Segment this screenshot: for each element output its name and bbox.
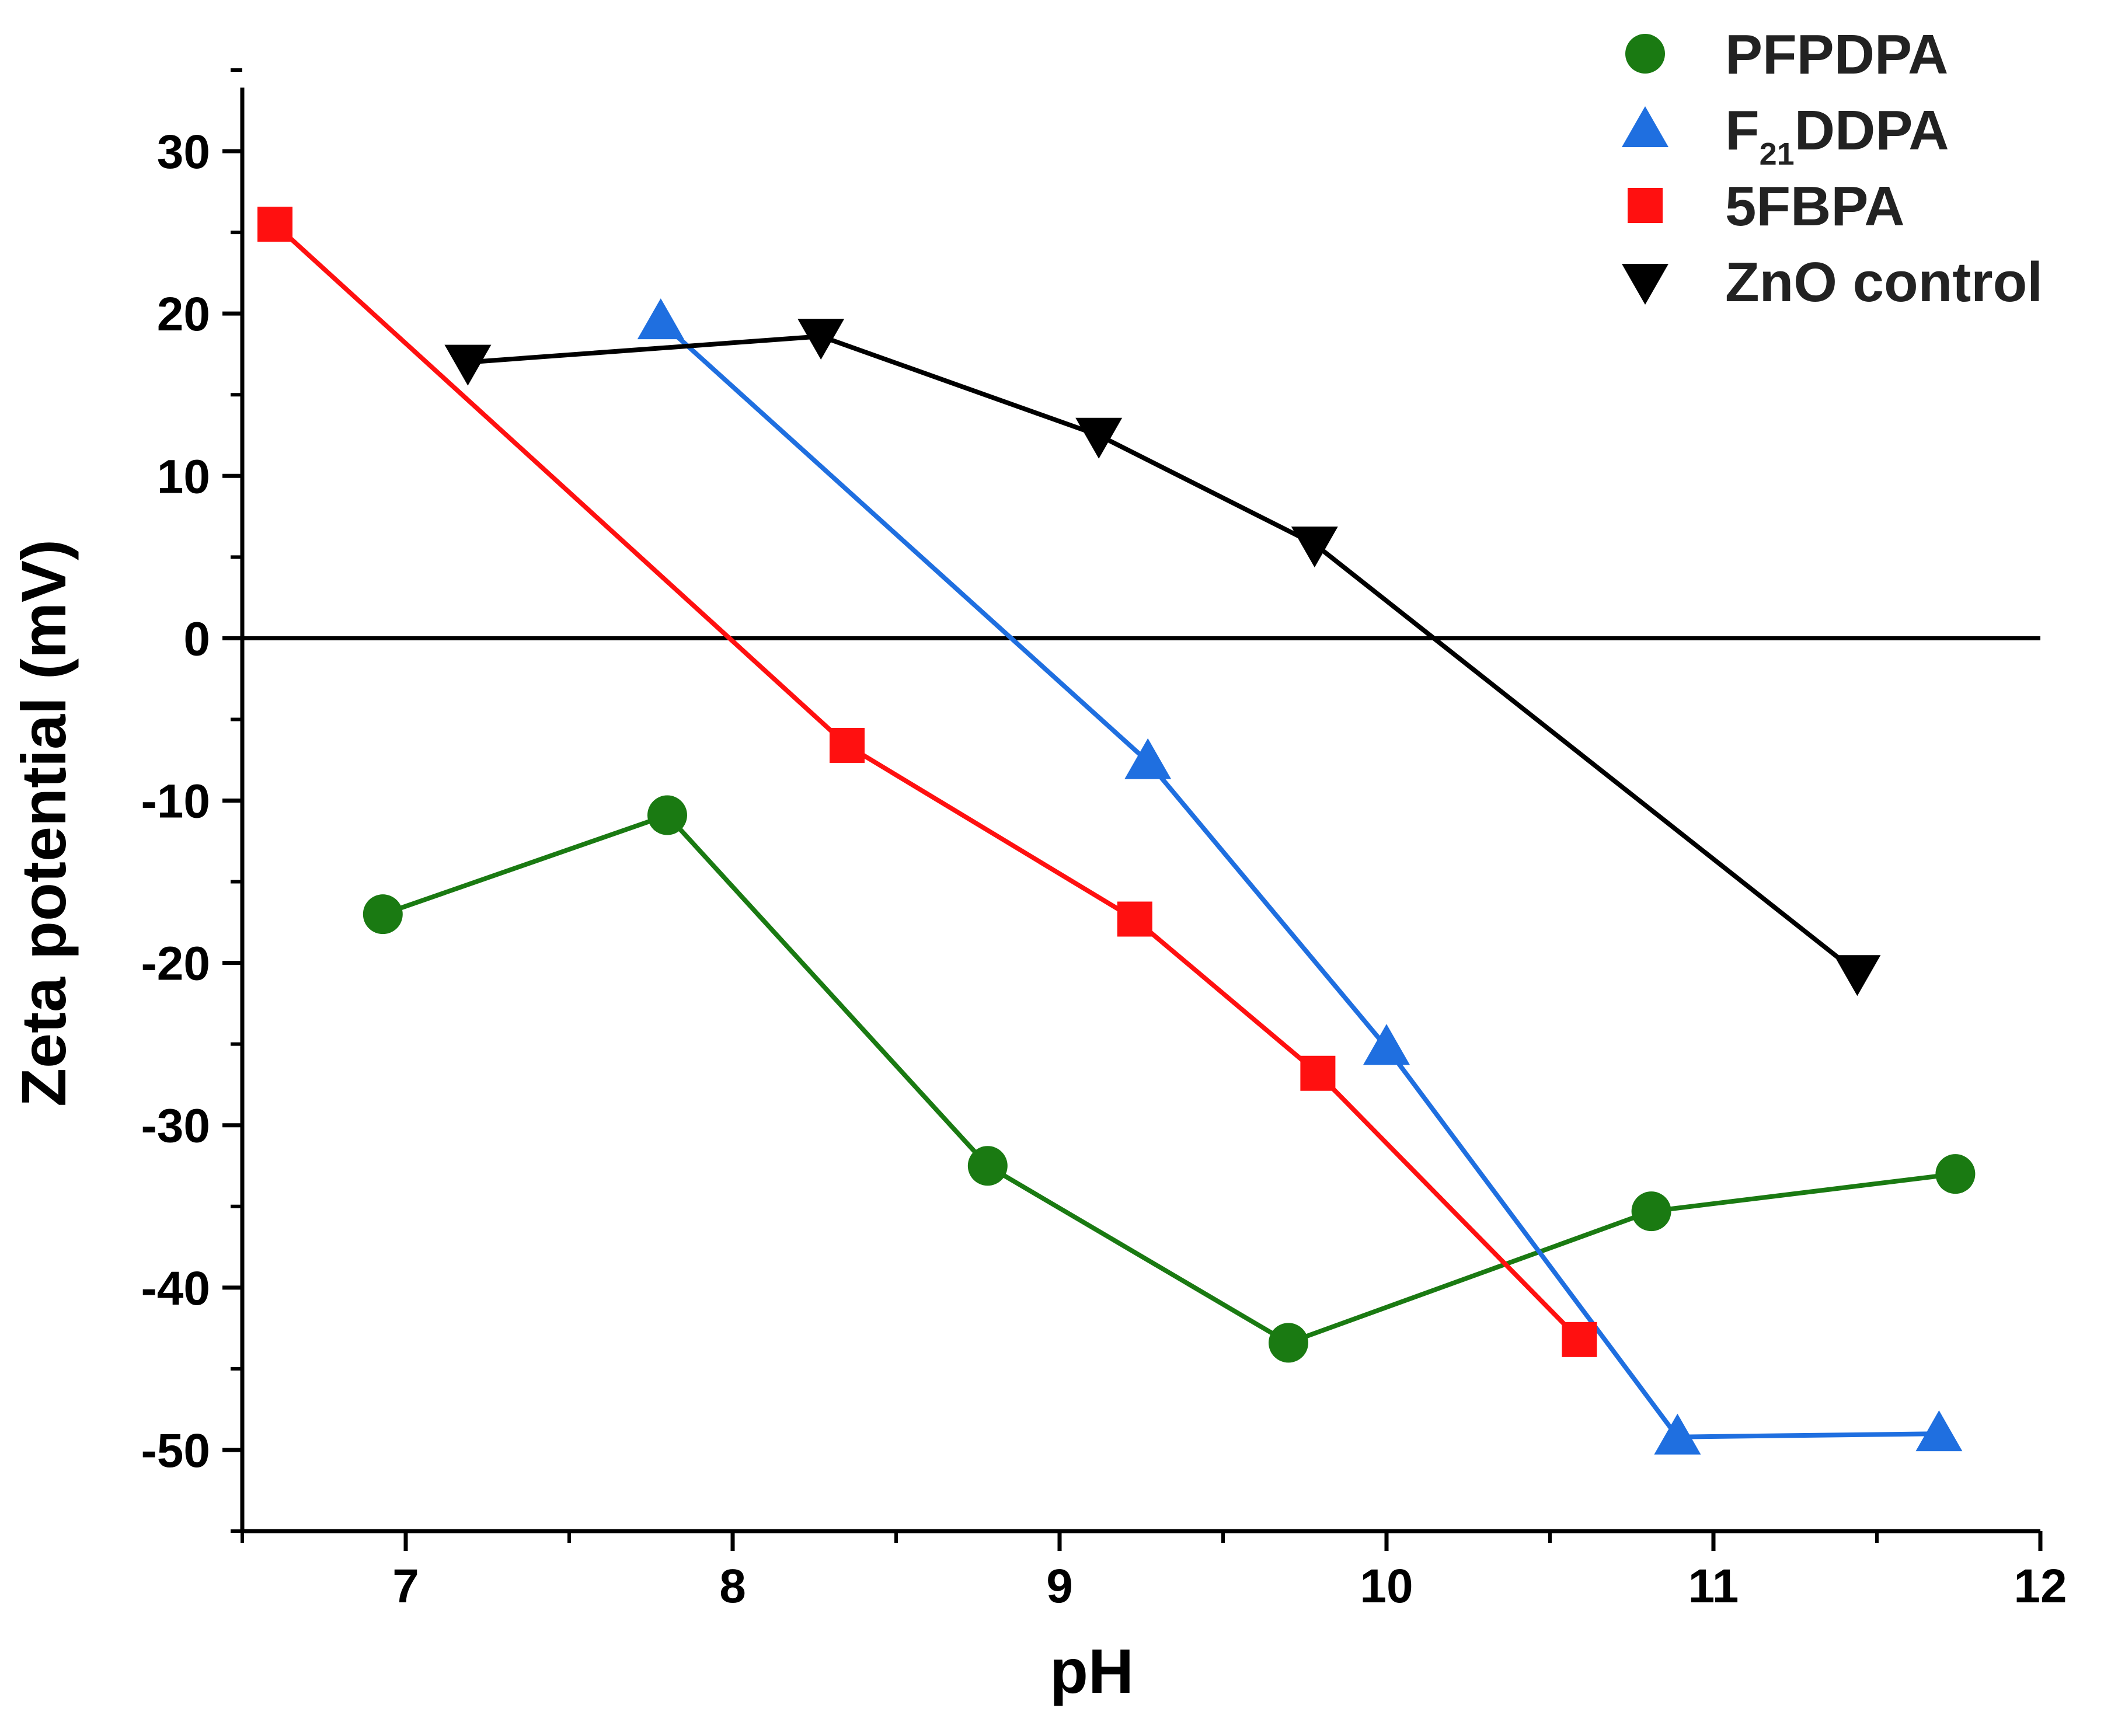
data-point-pfpdpa (363, 894, 403, 935)
y-tick-label: 0 (183, 612, 210, 665)
data-point-pfpdpa (1269, 1323, 1308, 1363)
data-point-zno-control (1291, 527, 1338, 568)
data-point-pfpdpa (1631, 1191, 1671, 1232)
y-tick-label: 20 (157, 288, 210, 341)
data-point-f21ddpa (1124, 738, 1172, 779)
legend-marker-5fbpa (1628, 188, 1663, 223)
data-point-5fbpa (830, 727, 865, 763)
y-tick-label: -30 (141, 1100, 210, 1153)
x-tick-label: 12 (2014, 1560, 2067, 1613)
data-point-pfpdpa (1935, 1154, 1976, 1194)
series-line-5fbpa (273, 222, 1582, 1341)
data-point-f21ddpa (1915, 1410, 1963, 1452)
y-tick-label: 30 (157, 126, 210, 179)
series-line-pfpdpa (382, 813, 1956, 1345)
series-line-f21ddpa (659, 320, 1939, 1439)
legend-label-zno-control: ZnO control (1725, 251, 2043, 313)
data-point-zno-control (797, 319, 845, 360)
data-point-zno-control (444, 344, 492, 386)
data-point-f21ddpa (1363, 1024, 1410, 1065)
y-axis-title: Zeta potential (mV) (8, 539, 79, 1107)
x-tick-label: 10 (1360, 1560, 1413, 1613)
x-tick-label: 7 (392, 1560, 419, 1613)
data-point-pfpdpa (647, 795, 687, 835)
legend-label-pfpdpa: PFPDPA (1725, 23, 1948, 86)
series-pfpdpa (363, 795, 1976, 1363)
legend-marker-zno-control (1622, 264, 1668, 305)
legend-label-5fbpa: 5FBPA (1725, 175, 1905, 238)
data-point-5fbpa (1117, 901, 1152, 937)
x-tick-label: 9 (1046, 1560, 1073, 1613)
data-point-zno-control (1834, 955, 1881, 996)
y-tick-label: 10 (157, 450, 210, 503)
series-group (257, 207, 1976, 1455)
y-tick-label: -50 (141, 1424, 210, 1477)
data-point-5fbpa (257, 207, 292, 242)
x-axis-title: pH (1050, 1636, 1134, 1706)
axes: 7 8 9 10 11 12 30 20 10 0 -10 -20 -30 -40 -50 (141, 68, 2067, 1613)
y-tick-label: -20 (141, 937, 210, 991)
data-point-pfpdpa (967, 1146, 1008, 1186)
data-point-5fbpa (1562, 1322, 1597, 1357)
data-point-f21ddpa (1654, 1413, 1701, 1455)
series-f21ddpa (637, 298, 1963, 1455)
data-point-zno-control (1075, 417, 1123, 459)
data-point-5fbpa (1300, 1055, 1336, 1091)
legend-marker-f21ddpa (1622, 106, 1668, 147)
data-point-f21ddpa (637, 298, 684, 340)
y-tick-label: -40 (141, 1262, 210, 1315)
series-line-zno-control (468, 334, 1859, 975)
series-5fbpa (257, 207, 1597, 1357)
legend-marker-pfpdpa (1625, 34, 1665, 74)
legend-label-f21ddpa: F21DDPA (1725, 99, 1949, 172)
x-tick-label: 8 (719, 1560, 746, 1613)
series-zno-control (444, 319, 1881, 996)
y-tick-label: -10 (141, 775, 210, 828)
x-tick-label: 11 (1688, 1560, 1739, 1613)
